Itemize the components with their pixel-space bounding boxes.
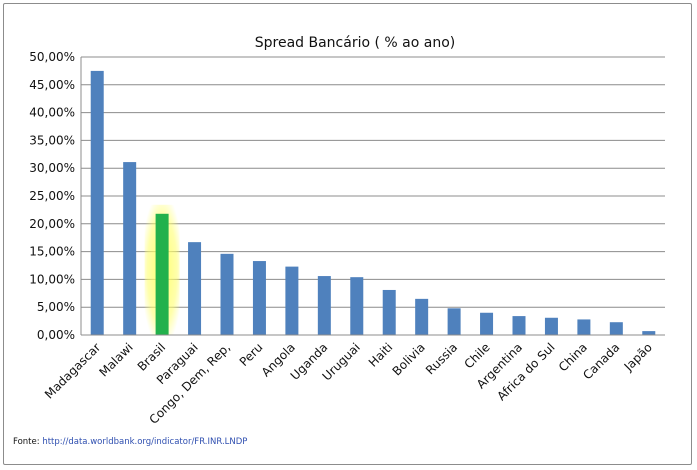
x-tick-label: Peru [237, 340, 266, 369]
y-tick-label: 35,00% [29, 133, 75, 147]
source-label: Fonte: [13, 437, 40, 447]
y-tick-label: 40,00% [29, 106, 75, 120]
x-tick-label: Japão [621, 340, 655, 374]
x-tick-label: Africa do Sul [494, 340, 557, 403]
x-tick-label: Haiti [366, 340, 396, 370]
bar-argentina [512, 316, 526, 335]
x-tick-label: Malawi [97, 340, 136, 379]
bar-paraguai [188, 242, 202, 335]
bar-bolivia [415, 298, 429, 335]
bar-uganda [317, 276, 331, 335]
bar-china [577, 319, 591, 335]
chart-frame [3, 3, 692, 465]
bar-congo-dem-rep [220, 253, 234, 335]
bars [90, 70, 656, 336]
bar-canada [609, 322, 623, 335]
bar-russia [447, 308, 461, 335]
y-tick-label: 15,00% [29, 245, 75, 259]
y-tick-label: 0,00% [37, 328, 75, 342]
y-tick-label: 30,00% [29, 161, 75, 175]
bar-angola [285, 266, 299, 335]
y-tick-label: 20,00% [29, 217, 75, 231]
x-tick-label: Russia [423, 340, 460, 377]
y-tick-label: 25,00% [29, 189, 75, 203]
bar-uruguai [350, 277, 364, 335]
y-tick-label: 50,00% [29, 50, 75, 64]
y-tick-label: 45,00% [29, 78, 75, 92]
bar-chile [480, 312, 494, 335]
source-note: Fonte: http://data.worldbank.org/indicat… [13, 437, 247, 447]
bar-haiti [382, 289, 396, 335]
x-tick-label: Canada [580, 340, 622, 382]
bar-africa-do-sul [544, 317, 558, 335]
y-tick-label: 10,00% [29, 272, 75, 286]
x-tick-label: Bolivia [390, 340, 428, 378]
x-tick-label: Madagascar [42, 340, 103, 401]
chart-title: Spread Bancário ( % ao ano) [255, 35, 455, 51]
y-axis: 0,00% 5,00% 10,00% 15,00% 20,00% 25,00% 30,00%… [29, 50, 82, 342]
y-tick-label: 5,00% [37, 300, 75, 314]
bar-jap-o [642, 331, 656, 335]
bar-malawi [123, 162, 137, 335]
source-link[interactable]: http://data.worldbank.org/indicator/FR.I… [42, 437, 248, 447]
bar-madagascar [90, 70, 104, 336]
bar-brasil [155, 213, 169, 335]
bar-peru [252, 261, 266, 335]
